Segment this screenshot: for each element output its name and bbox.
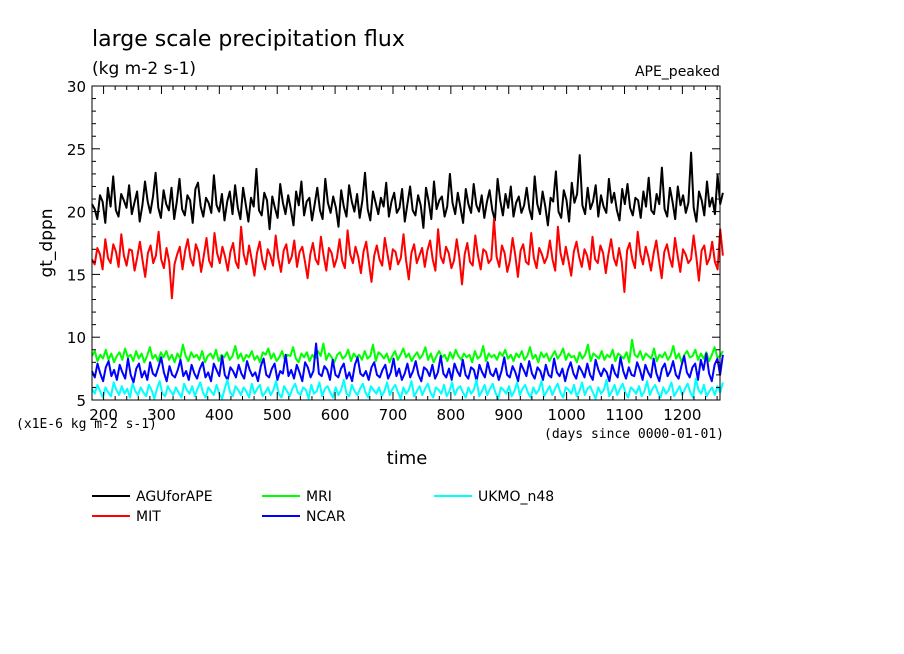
series-line-AGUforAPE [91,151,724,231]
x-units-note: (days since 0000-01-01) [544,427,724,442]
chart-tag: APE_peaked [635,64,720,80]
series-layer [91,151,724,400]
chart-subtitle: (kg m-2 s-1) [92,59,196,79]
y-tick-label: 20 [67,204,86,222]
legend-item: MIT [92,509,161,525]
y-tick-label: 5 [76,392,86,410]
y-axis: 5 10 15 20 25 30 [67,78,720,410]
legend-label: AGUforAPE [136,489,213,505]
y-tick-label: 15 [67,266,86,284]
y-tick-label: 30 [67,78,86,96]
y-tick-label: 10 [67,329,86,347]
series-line-MIT [91,218,724,300]
legend-item: NCAR [262,509,346,525]
x-tick-label: 500 [263,406,292,424]
y-tick-label: 25 [67,141,86,159]
series-line-NCAR [91,342,724,384]
series-line-UKMO_n48 [91,377,724,400]
legend: AGUforAPE MIT MRI NCAR UKMO_n48 [92,489,554,525]
y-scale-note: (x1E-6 kg m-2 s-1) [16,417,157,432]
x-axis-label: time [387,448,428,469]
legend-label: MIT [136,509,161,525]
x-tick-label: 1000 [548,406,586,424]
x-tick-label: 200 [89,406,118,424]
legend-label: MRI [306,489,332,505]
y-axis-label: gt_dppn [37,208,57,277]
legend-item: MRI [262,489,332,505]
chart-title: large scale precipitation flux [92,27,405,52]
x-tick-label: 800 [437,406,466,424]
x-tick-label: 300 [147,406,176,424]
x-tick-label: 600 [321,406,350,424]
x-tick-label: 700 [379,406,408,424]
x-tick-label: 900 [494,406,523,424]
x-tick-label: 1100 [605,406,643,424]
legend-label: UKMO_n48 [478,489,554,505]
series-line-MRI [91,338,724,364]
legend-item: AGUforAPE [92,489,213,505]
legend-label: NCAR [306,509,346,525]
x-tick-label: 400 [205,406,234,424]
x-tick-label: 1200 [663,406,701,424]
plot-frame [91,85,721,401]
legend-item: UKMO_n48 [434,489,554,505]
x-axis: 200 300 400 500 600 700 800 900 1000 1100 1200 [89,86,718,424]
